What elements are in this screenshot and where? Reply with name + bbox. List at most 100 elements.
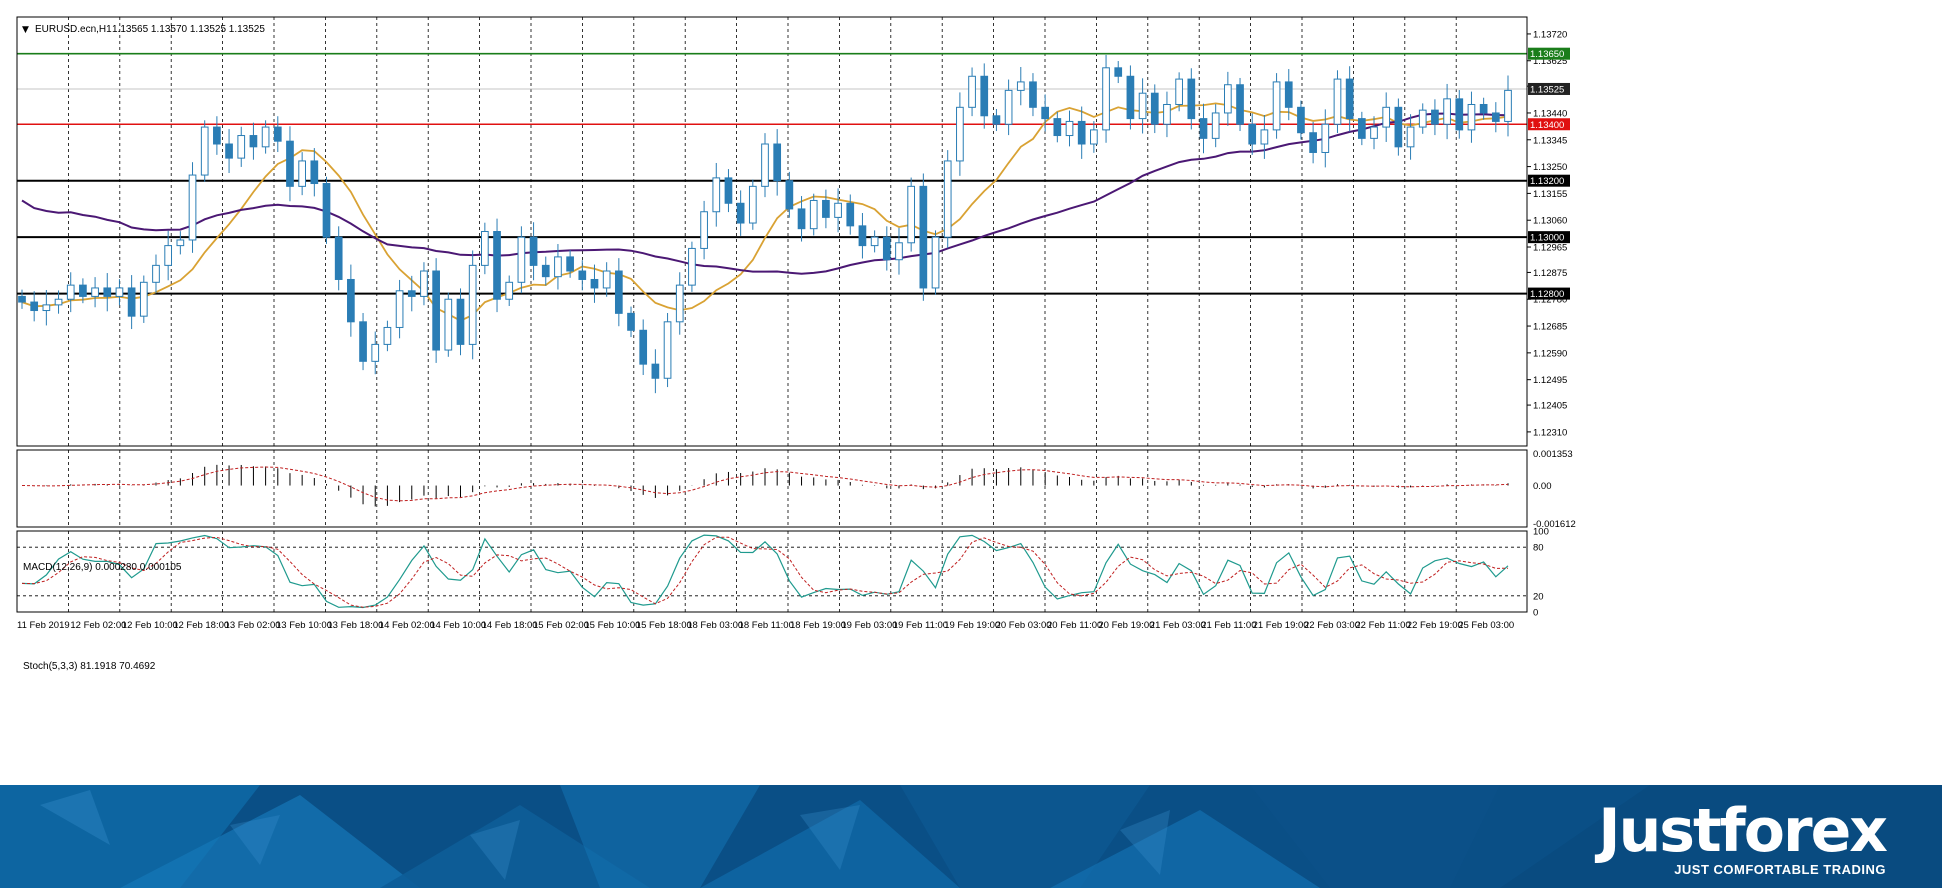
candle-body	[115, 287, 124, 297]
y-tick-label: 1.13625	[1533, 56, 1567, 67]
candle-body	[1467, 103, 1476, 131]
stoch-y-tick: 20	[1533, 591, 1544, 602]
candle-body	[1321, 123, 1330, 153]
candle-body	[724, 177, 733, 204]
panel-frame-2	[16, 530, 1528, 613]
candle-body	[761, 143, 769, 187]
candle-body	[736, 202, 745, 224]
candle-body	[992, 115, 1001, 125]
candle-body	[237, 135, 246, 159]
y-tick-label: 1.12685	[1533, 322, 1567, 333]
candle-body	[590, 278, 599, 289]
candle-body	[152, 264, 160, 283]
symbol-label: EURUSD.ecn,H1	[35, 24, 112, 35]
candle-body	[420, 270, 428, 297]
grid	[68, 17, 1457, 612]
candle-body	[943, 160, 952, 238]
candle-body	[273, 126, 282, 142]
level-tag-text: 1.13650	[1530, 49, 1564, 60]
candle-body	[1260, 129, 1269, 145]
candle-body	[139, 281, 148, 317]
x-tick-label: 13 Feb 02:00	[225, 620, 281, 631]
level-tag-text: 1.13000	[1530, 233, 1564, 244]
candle-body	[541, 264, 550, 278]
candle-body	[931, 236, 940, 289]
candle-body	[286, 140, 294, 187]
candle-body	[1029, 81, 1037, 108]
stoch-title: Stoch(5,3,3) 81.1918 70.4692	[23, 661, 156, 672]
y-tick-label: 1.13720	[1533, 29, 1567, 40]
candle-body	[1065, 120, 1074, 137]
x-tick-label: 20 Feb 19:00	[1098, 620, 1154, 631]
candle-body	[188, 174, 197, 241]
level-tag	[1528, 287, 1570, 300]
level-tag	[1528, 231, 1570, 244]
candle-body	[1102, 67, 1110, 131]
candle-body	[1431, 109, 1439, 125]
stoch-y-tick: 0	[1533, 608, 1538, 619]
stoch-y-tick: 100	[1533, 527, 1549, 538]
candle-body	[578, 270, 587, 280]
candle-body	[785, 180, 794, 210]
candle-body	[529, 236, 538, 266]
y-tick-label: 1.12965	[1533, 243, 1567, 254]
candle-body	[1053, 118, 1062, 137]
stoch-main-line	[21, 534, 1509, 609]
candle-body	[1199, 118, 1208, 139]
x-tick-label: 12 Feb 10:00	[122, 620, 178, 631]
x-tick-label: 19 Feb 11:00	[893, 620, 948, 631]
x-tick-label: 20 Feb 03:00	[996, 620, 1052, 631]
candle-body	[383, 326, 392, 345]
x-tick-label: 20 Feb 11:00	[1047, 620, 1102, 631]
candle-body	[359, 321, 367, 362]
x-tick-label: 14 Feb 02:00	[379, 620, 435, 631]
y-tick-label: 1.13345	[1533, 135, 1567, 146]
candle-body	[1406, 126, 1415, 148]
candles	[18, 54, 1512, 394]
candle-body	[1333, 78, 1342, 125]
level-tag-text: 1.13400	[1530, 120, 1564, 131]
candle-body	[1163, 103, 1171, 125]
macd-y-tick: -0.001612	[1533, 519, 1576, 530]
candle-body	[882, 236, 891, 261]
stoch-y-tick: 80	[1533, 543, 1544, 554]
y-tick-label: 1.13250	[1533, 162, 1567, 173]
chart-background	[0, 0, 1942, 785]
candle-body	[298, 160, 306, 187]
candle-body	[1455, 98, 1464, 131]
candle-body	[468, 264, 477, 345]
stochastic-panel	[17, 534, 1527, 609]
candle-body	[456, 298, 465, 345]
candle-body	[1211, 112, 1220, 139]
x-tick-label: 22 Feb 11:00	[1355, 620, 1410, 631]
candle-body	[1284, 81, 1293, 108]
x-tick-label: 11 Feb 2019	[17, 620, 70, 631]
x-tick-label: 13 Feb 10:00	[276, 620, 332, 631]
x-tick-label: 15 Feb 02:00	[533, 620, 589, 631]
candle-body	[103, 287, 112, 297]
y-tick-label: 1.12875	[1533, 268, 1567, 279]
y-tick-label: 1.12495	[1533, 375, 1567, 386]
candle-body	[1418, 109, 1427, 128]
candle-body	[1224, 84, 1232, 114]
panel-frame-1	[16, 449, 1528, 528]
symbol-dropdown-icon[interactable]: ▼	[22, 25, 29, 35]
candle-body	[566, 256, 574, 272]
x-tick-label: 18 Feb 03:00	[687, 620, 743, 631]
current-price-text: 1.13525	[1530, 84, 1564, 95]
y-tick-label: 1.12780	[1533, 295, 1567, 306]
candle-body	[1272, 81, 1281, 131]
x-tick-label: 14 Feb 18:00	[482, 620, 538, 631]
candle-body	[1504, 89, 1512, 122]
x-tick-label: 18 Feb 19:00	[790, 620, 846, 631]
level-tag	[1528, 174, 1570, 187]
x-tick-label: 13 Feb 18:00	[327, 620, 383, 631]
level-tag-text: 1.13200	[1530, 176, 1564, 187]
candle-body	[200, 126, 209, 176]
candle-body	[249, 135, 258, 148]
level-tag	[1528, 47, 1570, 60]
candle-body	[1090, 129, 1098, 145]
panel-frame-0	[16, 16, 1528, 447]
